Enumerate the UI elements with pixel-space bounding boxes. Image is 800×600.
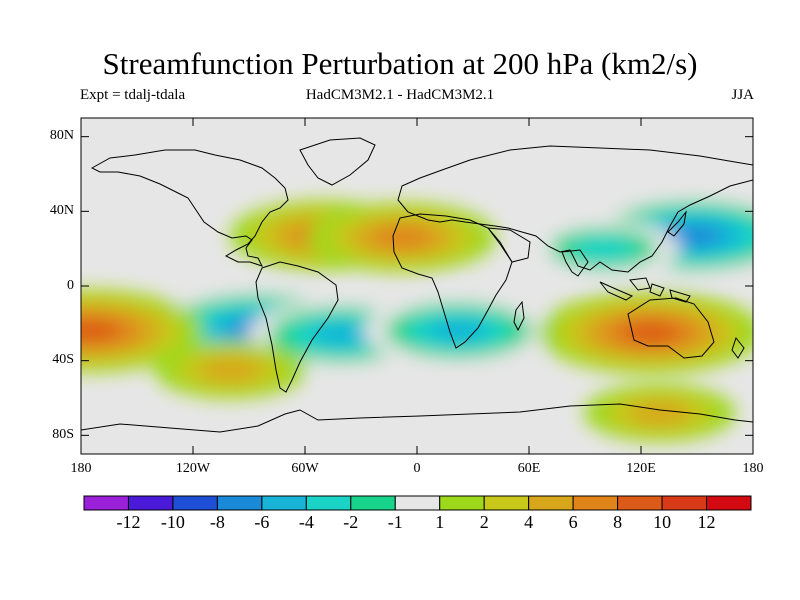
colorbar-swatch-14 (706, 495, 752, 511)
model-label: HadCM3M2.1 - HadCM3M2.1 (305, 87, 495, 103)
coast-indonesia (599, 277, 691, 303)
anomaly-9-contour-2 (199, 358, 262, 382)
colorbar-swatch-10 (528, 495, 574, 511)
colorbar-swatch-13 (661, 495, 708, 511)
colorbar-label: -1 (387, 512, 403, 532)
colorbar-swatch-6 (350, 495, 396, 511)
coast-india (561, 249, 589, 277)
colorbar-swatch-1 (127, 495, 174, 511)
map-area (81, 118, 753, 454)
anomaly-5-contour-3 (312, 323, 373, 346)
anomaly-8-contour-4 (81, 320, 120, 342)
colorbar-label: -6 (254, 512, 270, 532)
anomaly-7-contour-4 (621, 321, 680, 344)
lon-label-180e: 180 (742, 461, 764, 476)
coast-madagascar (513, 300, 525, 332)
streamfunction-field (81, 194, 753, 442)
colorbar-label: -12 (116, 512, 141, 532)
coast-south-america (255, 261, 339, 393)
coast-japan (667, 210, 687, 237)
colorbar-label: -10 (160, 512, 185, 532)
colorbar-swatch-4 (261, 495, 307, 511)
lat-label-0: 0 (67, 278, 74, 293)
colorbar-swatch-8 (439, 495, 485, 511)
coast-australia (627, 297, 715, 359)
colorbar-swatch-2 (172, 495, 218, 511)
colorbar-label: 8 (613, 512, 623, 532)
colorbar-label: 1 (435, 512, 445, 532)
coastlines (81, 137, 753, 433)
coast-greenland (299, 137, 376, 186)
colorbar-label: 10 (653, 512, 672, 532)
anomaly-10-contour-2 (628, 401, 691, 425)
colorbar-label: 4 (524, 512, 534, 532)
lat-label-80n: 80N (49, 128, 74, 143)
colorbar-label: 6 (568, 512, 578, 532)
season-label: JJA (731, 87, 754, 103)
lon-label-60w: 60W (291, 461, 319, 476)
coast-antarctica (81, 403, 753, 433)
coast-new-zealand (731, 336, 745, 359)
anomaly-1-contour-3 (372, 226, 432, 249)
colorbar-swatch-0 (83, 495, 129, 511)
colorbar-swatch-5 (305, 495, 352, 511)
lon-label-60e: 60E (517, 461, 541, 476)
coast-arabia (486, 227, 531, 263)
lat-label-80s: 80S (52, 427, 74, 442)
lon-label-120w: 120W (175, 461, 211, 476)
coast-eurasia (397, 145, 753, 273)
anomaly-6-contour-3 (428, 319, 488, 342)
lon-label-120e: 120E (626, 461, 656, 476)
colorbar-label: -4 (298, 512, 314, 532)
colorbar-swatch-7 (394, 495, 441, 511)
colorbar-label: -2 (343, 512, 359, 532)
colorbar-label: 2 (479, 512, 489, 532)
colorbar-label: -8 (209, 512, 225, 532)
experiment-label: Expt = tdalj-tdala (80, 87, 186, 103)
axis-ticks (80, 118, 754, 454)
colorbar-swatch-9 (483, 495, 530, 511)
anomaly-3-contour-2 (572, 236, 635, 261)
colorbar-label: 12 (697, 512, 716, 532)
lon-label-180w: 180 (70, 461, 92, 476)
lat-label-40n: 40N (49, 203, 74, 218)
lat-label-40s: 40S (52, 352, 74, 367)
lon-label-0: 0 (413, 461, 421, 476)
plot-title: Streamfunction Perturbation at 200 hPa (… (102, 46, 698, 81)
coast-north-america (90, 149, 289, 267)
colorbar-swatch-3 (216, 495, 263, 511)
colorbar-swatch-12 (617, 495, 663, 511)
colorbar (83, 495, 752, 511)
coast-africa (392, 213, 513, 349)
colorbar-swatch-11 (572, 495, 619, 511)
